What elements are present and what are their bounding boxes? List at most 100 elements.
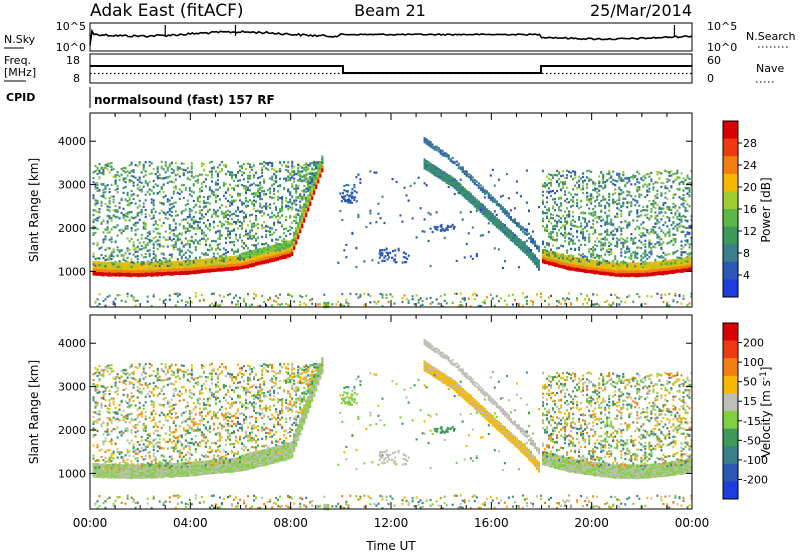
power-cell [275,295,277,297]
power-cell [243,172,245,174]
power-cell [153,202,155,204]
power-cell [139,263,141,265]
power-cell [267,230,269,232]
power-cell [259,184,261,186]
power-cell [127,227,129,229]
power-cell [153,186,155,188]
power-cell [141,248,143,250]
power-cell [239,257,241,259]
power-cell [277,303,279,305]
power-cell [189,214,191,216]
power-cell [175,241,177,243]
power-cell [359,182,361,184]
power-cell [225,249,227,251]
power-cell [478,182,480,184]
power-cell [119,294,121,296]
power-cell [129,204,131,206]
power-cell [227,251,229,253]
power-cell [367,293,369,295]
power-cell [488,210,490,212]
power-cell [205,213,207,215]
power-cell [502,195,504,197]
power-cell [247,181,249,183]
power-cell [129,197,131,199]
power-cell [133,198,135,200]
power-cell [287,190,289,192]
power-cell [239,211,241,213]
power-cell [299,193,301,195]
power-cell [279,178,281,180]
power-cell [153,168,155,170]
power-cell [261,248,263,250]
power-cell [101,246,103,248]
power-cell [227,170,229,172]
power-cell [414,182,416,184]
power-cell [105,187,107,189]
power-cell [95,232,97,234]
power-cell [197,179,199,181]
power-cell [207,249,209,251]
power-cell [299,180,301,182]
power-cell [161,177,163,179]
power-cell [293,174,295,176]
power-cell [231,203,233,205]
power-cell [257,237,259,239]
power-cell [261,215,263,217]
power-cell [452,161,454,163]
power-cell [235,174,237,176]
power-cell [105,167,107,169]
power-cell [269,192,271,194]
power-cell [369,295,371,297]
power-cell [155,211,157,213]
power-cell [151,202,153,204]
power-cell [275,238,277,240]
power-cell [267,214,269,216]
power-cell [303,169,305,171]
power-cell [273,188,275,190]
power-cell [375,303,377,305]
power-cell [211,240,213,242]
power-cell [161,260,163,262]
power-cell [452,177,454,179]
power-cell [297,170,299,172]
power-cell [219,304,221,306]
power-cell [161,186,163,188]
power-cell [231,256,233,258]
power-cell [353,184,355,186]
power-cell [193,216,195,218]
power-cell [237,248,239,250]
power-cell [263,243,265,245]
power-cell [107,205,109,207]
power-cell [169,299,171,301]
power-cell [183,260,185,262]
power-cell [500,196,502,198]
power-cell [123,178,125,180]
power-cell [225,213,227,215]
nave-tick-bottom-right: 0 [707,72,714,85]
power-cell [263,182,265,184]
power-cell [195,260,197,262]
power-cell [149,173,151,175]
power-cell [181,299,183,301]
power-cell [269,196,271,198]
power-cell [153,224,155,226]
power-cell [267,244,269,246]
power-cell [145,216,147,218]
power-cell [233,189,235,191]
power-cell [229,171,231,173]
power-cell [490,197,492,199]
power-cell [113,226,115,228]
power-cell [97,200,99,202]
power-cell [109,171,111,173]
power-cell [269,246,271,248]
power-cell [269,297,271,299]
power-cell [209,203,211,205]
power-cell [171,239,173,241]
power-cell [299,210,301,212]
power-cell [159,191,161,193]
power-cell [482,301,484,303]
power-cell [137,251,139,253]
power-cell [169,224,171,226]
power-cell [257,177,259,179]
power-cell [480,235,482,237]
